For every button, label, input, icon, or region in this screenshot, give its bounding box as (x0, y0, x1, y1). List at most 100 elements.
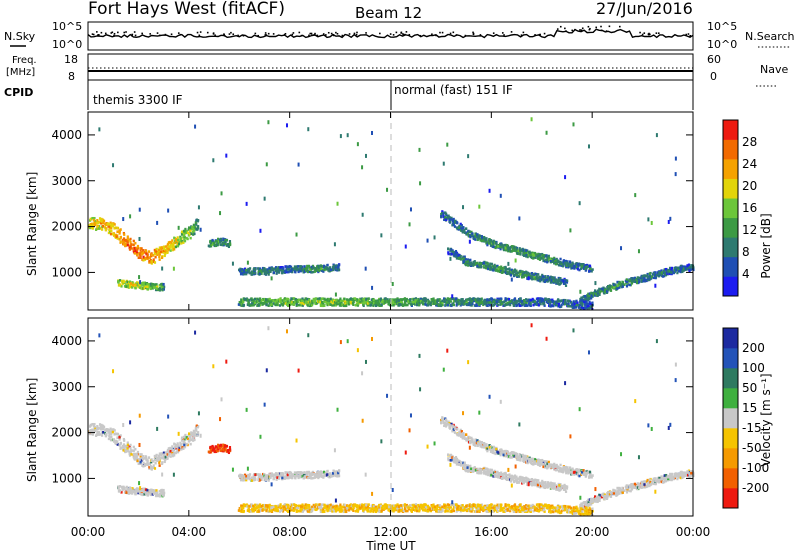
power-cell (128, 248, 132, 251)
velocity-cell (130, 488, 133, 491)
velocity-cell (169, 449, 172, 453)
velocity-cell (547, 462, 551, 466)
power-cell (468, 230, 471, 233)
power-cell (440, 214, 443, 218)
velocity-cell (104, 434, 107, 438)
power-cell (292, 268, 295, 271)
power-cell (263, 268, 266, 272)
velocity-cell (316, 474, 320, 477)
power-noise (408, 222, 411, 227)
power-cell (499, 268, 502, 271)
power-cell (274, 266, 278, 269)
velocity-cell (108, 428, 111, 432)
power-cell (472, 298, 476, 302)
power-cell (262, 297, 265, 301)
velocity-cell (250, 477, 253, 481)
power-cell (304, 301, 307, 304)
power-cell (564, 298, 567, 302)
nsearch-dot (356, 31, 358, 34)
nsearch-dot (439, 31, 441, 34)
power-cell (265, 298, 268, 301)
power-cell (484, 300, 487, 304)
power-cell (286, 267, 290, 271)
power-cell (366, 299, 370, 303)
velocity-cell (133, 452, 136, 456)
power-cell (437, 303, 440, 307)
power-cell (367, 297, 370, 300)
power-cell (323, 304, 326, 307)
power-cell (94, 223, 97, 226)
power-cell (483, 300, 486, 303)
nsearch-dot (392, 34, 395, 36)
power-cell (130, 243, 133, 246)
power-cell (660, 269, 663, 272)
velocity-cell (112, 439, 115, 442)
power-cell (668, 272, 671, 276)
velocity-cell (565, 471, 568, 475)
nsky-trace (87, 28, 694, 39)
power-noise (138, 236, 141, 241)
power-noise (364, 266, 367, 271)
power-cell (600, 289, 604, 293)
power-cell (603, 291, 606, 295)
power-cell (240, 271, 243, 275)
power-noise (650, 220, 653, 225)
power-cell (245, 272, 248, 276)
power-cell (407, 301, 411, 305)
velocity-cell (116, 432, 119, 436)
power-cell (447, 252, 450, 256)
power-cell (339, 299, 343, 303)
power-cell (474, 298, 477, 302)
power-cell (138, 284, 141, 287)
power-cell (398, 303, 401, 306)
power-cell (586, 305, 589, 308)
velocity-cell (304, 474, 308, 478)
power-noise (380, 233, 383, 238)
power-cell (171, 248, 174, 252)
power-cell (670, 266, 674, 270)
velocity-cell (260, 478, 263, 481)
power-cell (655, 273, 659, 277)
power-cell (109, 221, 112, 225)
velocity-cell (166, 453, 169, 456)
power-cell (126, 241, 129, 244)
power-noise (467, 154, 470, 159)
velocity-cell (176, 449, 179, 452)
power-cell (159, 287, 162, 291)
power-cell (519, 297, 522, 300)
power-cell (346, 301, 349, 304)
power-cell (682, 267, 686, 270)
power-cell (298, 269, 301, 272)
power-cell (132, 243, 135, 247)
power-cell (542, 259, 545, 263)
power-cell (250, 270, 253, 273)
power-cell (486, 298, 489, 301)
power-noise (285, 123, 288, 128)
velocity-cell (150, 459, 153, 462)
power-cell (353, 297, 357, 300)
power-cell (183, 236, 186, 239)
velocity-cell (150, 491, 153, 494)
power-noise (446, 142, 449, 147)
power-cell (164, 245, 167, 248)
velocity-cell (140, 458, 144, 462)
power-cell (554, 262, 557, 266)
power-cell (592, 293, 595, 297)
power-cell (546, 276, 550, 279)
power-cell (357, 302, 360, 306)
power-y-label: Slant Range [km] (25, 172, 39, 276)
velocity-cell (513, 452, 516, 455)
power-cell (378, 297, 381, 301)
power-noise (172, 266, 175, 271)
velocity-cell (444, 418, 448, 422)
velocity-cell (281, 474, 284, 478)
power-cell (506, 303, 509, 306)
power-cell (329, 266, 332, 270)
power-cell (588, 306, 591, 310)
power-cell (513, 302, 517, 305)
power-cell (553, 279, 557, 282)
velocity-cell (269, 473, 272, 476)
power-cell (252, 298, 255, 302)
velocity-cell (296, 471, 299, 474)
nsearch-dot (117, 31, 119, 34)
